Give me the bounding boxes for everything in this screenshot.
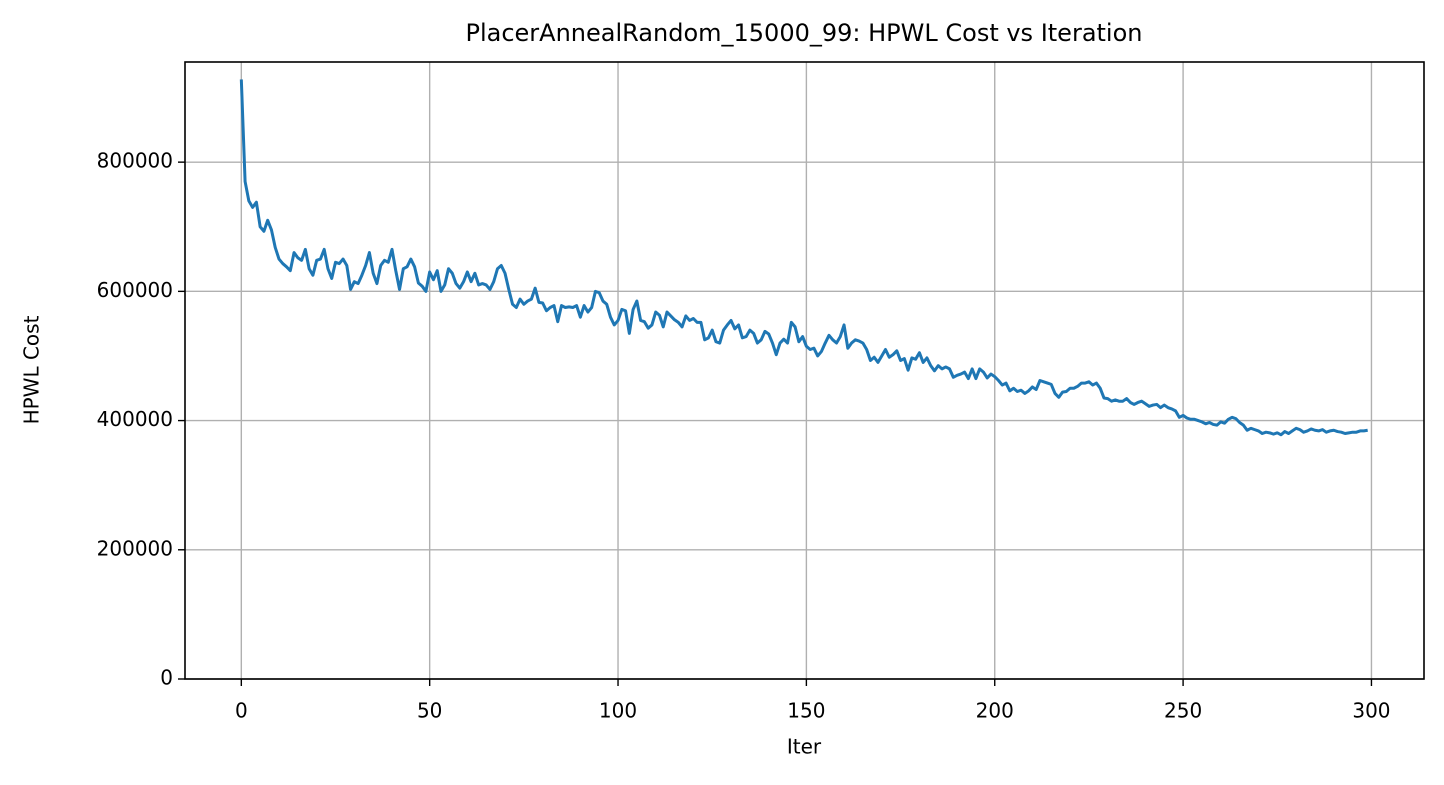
x-tick-label: 200	[976, 699, 1014, 723]
x-tick-label: 50	[417, 699, 442, 723]
x-tick-label: 300	[1352, 699, 1390, 723]
chart-title: PlacerAnnealRandom_15000_99: HPWL Cost v…	[466, 19, 1143, 47]
data-line	[239, 79, 1368, 437]
y-tick-label: 600000	[97, 278, 173, 302]
y-axis-label: HPWL Cost	[20, 315, 44, 424]
y-tick-label: 200000	[97, 536, 173, 560]
y-tick-label: 400000	[97, 407, 173, 431]
plot-frame	[184, 61, 1425, 680]
y-tick-label: 800000	[97, 149, 173, 173]
y-tick-label: 0	[160, 666, 173, 690]
x-tick-label: 100	[599, 699, 637, 723]
x-tick-label: 250	[1164, 699, 1202, 723]
x-tick-label: 150	[787, 699, 825, 723]
x-tick-label: 0	[235, 699, 248, 723]
x-axis-label: Iter	[787, 735, 822, 759]
